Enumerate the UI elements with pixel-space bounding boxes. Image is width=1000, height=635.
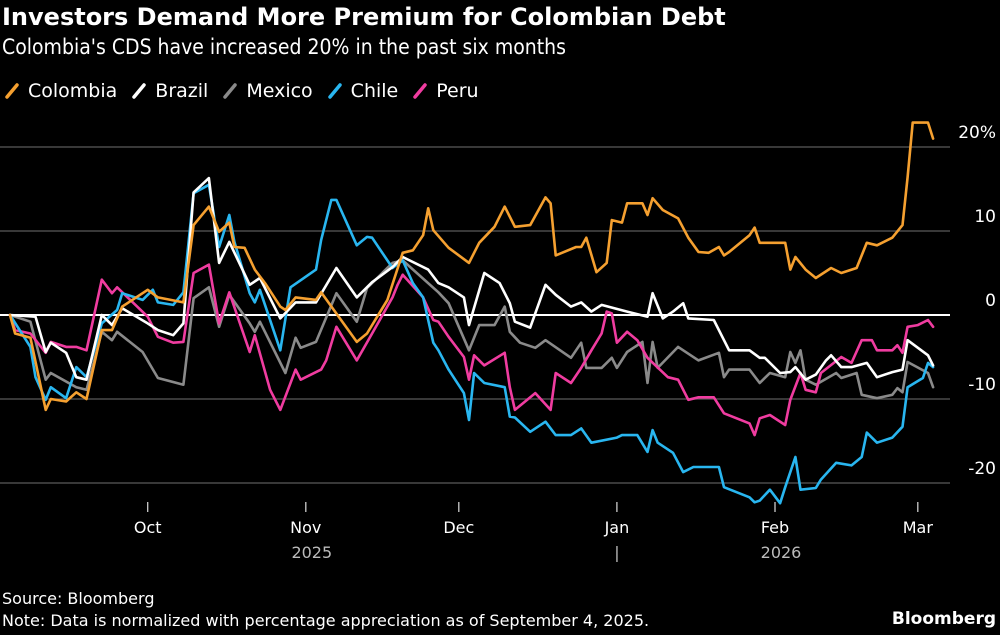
legend-item-peru: Peru xyxy=(412,80,479,102)
x-tick-label: Mar xyxy=(903,518,934,537)
legend-label: Colombia xyxy=(28,80,118,102)
series-line-peru xyxy=(8,263,935,437)
y-tick-label: 10 xyxy=(974,207,996,227)
legend-item-brazil: Brazil xyxy=(131,80,208,102)
legend-label: Mexico xyxy=(246,80,313,102)
legend-swatch-icon xyxy=(132,83,147,99)
legend-item-chile: Chile xyxy=(327,80,399,102)
series-line-mexico xyxy=(8,259,935,400)
legend-label: Peru xyxy=(436,80,479,102)
legend-label: Chile xyxy=(350,80,399,102)
bloomberg-logo: Bloomberg xyxy=(891,609,996,629)
legend-swatch-icon xyxy=(5,83,19,99)
x-tick-label: Feb xyxy=(761,518,789,537)
line-chart: 20% 10 0 -10 -20 Oct Nov Dec Jan Feb Mar 2025 | 2026 xyxy=(0,121,996,562)
year-label: 2025 xyxy=(291,543,332,562)
legend-swatch-icon xyxy=(327,83,342,99)
chart-title: Investors Demand More Premium for Colomb… xyxy=(2,3,726,31)
y-tick-label: -20 xyxy=(968,459,996,479)
series-line-brazil xyxy=(8,176,935,382)
chart-subtitle: Colombia's CDS have increased 20% in the… xyxy=(2,35,566,59)
footnote: Note: Data is normalized with percentage… xyxy=(2,611,650,630)
year-label: 2026 xyxy=(761,543,802,562)
legend-label: Brazil xyxy=(155,80,209,102)
x-tick-label: Dec xyxy=(443,518,474,537)
legend-swatch-icon xyxy=(223,83,238,99)
y-tick-label: 0 xyxy=(985,291,996,311)
x-tick-label: Oct xyxy=(134,518,162,537)
legend: Colombia Brazil Mexico Chile Peru xyxy=(4,80,479,102)
x-tick-label: Nov xyxy=(290,518,321,537)
series-line-colombia xyxy=(8,121,935,412)
y-tick-label: 20% xyxy=(958,123,996,143)
year-label: | xyxy=(614,543,619,562)
legend-item-colombia: Colombia xyxy=(4,80,117,102)
y-tick-label: -10 xyxy=(968,375,996,395)
legend-swatch-icon xyxy=(413,83,427,99)
x-tick-label: Jan xyxy=(604,518,630,537)
series-line-chile xyxy=(8,183,935,505)
legend-item-mexico: Mexico xyxy=(222,80,313,102)
source-note: Source: Bloomberg xyxy=(2,589,155,608)
